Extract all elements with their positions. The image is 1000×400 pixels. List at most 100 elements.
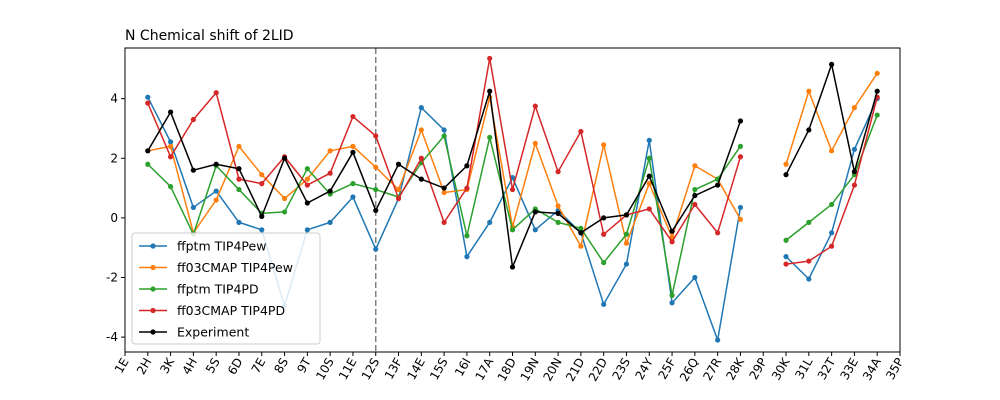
data-point <box>236 219 242 225</box>
data-point <box>874 70 880 76</box>
legend-swatch-marker <box>150 264 156 271</box>
data-point <box>395 195 402 202</box>
data-point <box>418 105 424 111</box>
legend-label: ff03CMAP TIP4Pew <box>177 260 293 275</box>
data-point <box>327 219 333 225</box>
legend-item: ff03CMAP TIP4PD <box>139 303 285 318</box>
data-point <box>418 127 424 133</box>
data-point <box>874 112 880 118</box>
data-point <box>373 164 379 170</box>
data-point <box>806 127 812 133</box>
x-tick-label: 19N <box>518 356 542 384</box>
data-point <box>441 133 447 139</box>
data-point <box>304 166 310 172</box>
x-tick-label: 25F <box>655 355 678 381</box>
data-point <box>509 227 516 233</box>
data-point <box>715 337 721 343</box>
data-point <box>737 216 744 222</box>
data-point <box>692 201 698 208</box>
x-tick-label: 1E <box>112 356 132 376</box>
data-point <box>464 163 470 169</box>
data-point <box>715 230 721 236</box>
data-point <box>509 264 516 270</box>
data-point <box>167 154 174 160</box>
data-point <box>601 231 607 237</box>
data-point <box>464 185 470 191</box>
data-point <box>167 183 174 190</box>
data-point <box>578 128 584 135</box>
data-point <box>737 204 744 211</box>
legend-swatch-marker <box>150 286 156 292</box>
data-point <box>327 188 333 194</box>
data-point <box>145 100 151 106</box>
data-point <box>783 161 789 167</box>
x-tick-label: 22D <box>586 356 610 384</box>
x-tick-label: 33E <box>837 356 861 383</box>
data-point <box>236 166 242 172</box>
data-point <box>350 149 356 155</box>
data-point <box>213 188 219 194</box>
x-tick-label: 20N <box>540 356 564 384</box>
data-point <box>623 240 630 246</box>
data-point <box>304 227 310 233</box>
data-point <box>874 88 880 94</box>
data-point <box>806 219 812 225</box>
legend-item: Experiment <box>139 325 249 340</box>
data-point <box>669 300 675 306</box>
data-point <box>464 254 470 260</box>
legend-label: Experiment <box>177 325 249 340</box>
data-point <box>737 154 744 160</box>
data-point <box>441 185 447 191</box>
data-point <box>578 230 584 236</box>
data-point <box>783 261 789 267</box>
y-tick-label: -2 <box>106 270 118 284</box>
data-point <box>190 116 196 123</box>
data-point <box>555 203 561 209</box>
data-point <box>487 134 493 141</box>
data-point <box>532 103 538 109</box>
data-point <box>532 209 538 215</box>
x-tick-label: 32T <box>815 355 839 382</box>
data-point <box>715 182 721 188</box>
x-tick-label: 4H <box>180 356 200 377</box>
data-point <box>304 200 310 206</box>
data-point <box>259 213 265 219</box>
data-point <box>236 176 242 182</box>
data-point <box>601 301 607 307</box>
data-point <box>145 94 151 100</box>
data-point <box>167 139 174 145</box>
data-point <box>669 239 675 245</box>
data-point <box>737 143 744 149</box>
data-point <box>806 258 812 264</box>
x-tick-label: 21D <box>563 356 587 384</box>
data-point <box>692 163 698 169</box>
plot-area <box>145 48 880 352</box>
data-point <box>646 155 652 161</box>
data-point <box>464 233 470 239</box>
x-tick-label: 3K <box>157 355 177 376</box>
x-tick-label: 5S <box>203 356 223 376</box>
legend-swatch-marker <box>150 243 156 249</box>
data-point <box>259 172 265 178</box>
data-point <box>601 142 607 148</box>
data-point <box>555 219 561 225</box>
data-point <box>373 207 379 214</box>
data-point <box>418 155 424 161</box>
x-tick-label: 18D <box>495 356 519 384</box>
legend-swatch-marker <box>150 329 156 335</box>
data-point <box>737 118 744 124</box>
data-point <box>692 192 698 199</box>
x-tick-label: 14E <box>404 356 428 383</box>
data-point <box>532 140 538 146</box>
x-tick-label: 13F <box>382 355 405 381</box>
series-line <box>785 114 878 241</box>
data-point <box>829 148 835 154</box>
data-point <box>373 186 379 193</box>
x-tick-label: 23S <box>609 356 633 383</box>
legend-frame <box>131 232 321 345</box>
legend-item: ffptm TIP4Pew <box>139 239 266 254</box>
data-point <box>350 181 356 187</box>
data-point <box>213 90 219 96</box>
data-point <box>623 231 630 237</box>
